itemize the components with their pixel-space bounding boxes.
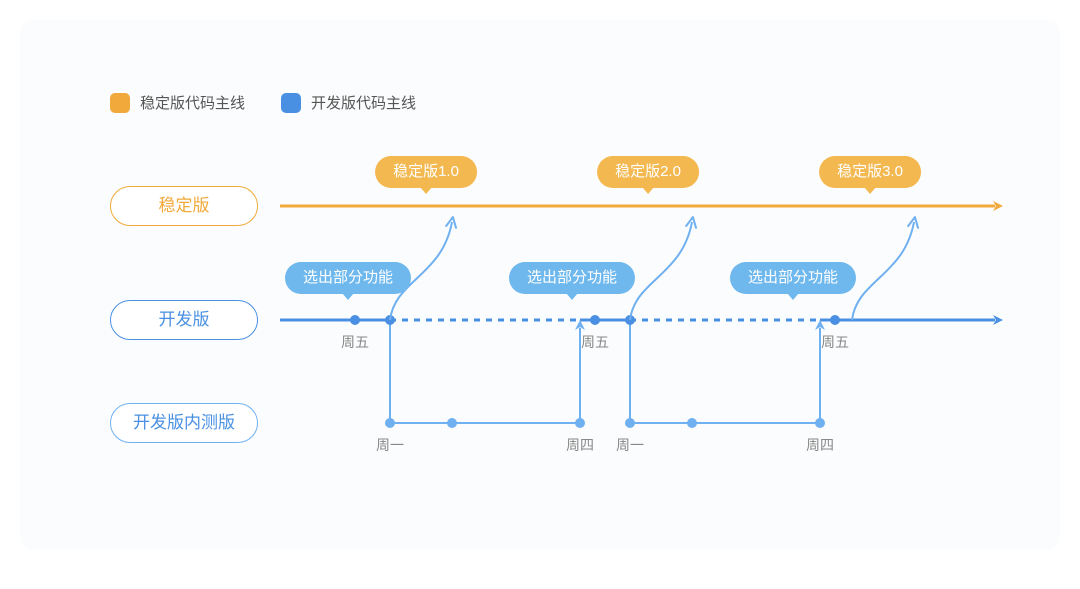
select-pill-1: 选出部分功能 — [509, 262, 635, 294]
select-pill-0: 选出部分功能 — [285, 262, 411, 294]
stable-pill-0: 稳定版1.0 — [375, 156, 477, 188]
stable-pill-2: 稳定版3.0 — [819, 156, 921, 188]
diagram-canvas: 稳定版代码主线 开发版代码主线 稳定版 开发版 开发版内测版 稳定版1.0稳定版… — [20, 20, 1060, 549]
dev-tick-2: 周五 — [821, 332, 849, 352]
internal-tick-1-0: 周一 — [616, 435, 644, 455]
dev-tick-0: 周五 — [341, 332, 369, 352]
internal-tick-0-2: 周四 — [566, 435, 594, 455]
internal-tick-0-0: 周一 — [376, 435, 404, 455]
select-pill-2: 选出部分功能 — [730, 262, 856, 294]
dev-tick-1: 周五 — [581, 332, 609, 352]
stable-pill-1: 稳定版2.0 — [597, 156, 699, 188]
internal-tick-1-2: 周四 — [806, 435, 834, 455]
